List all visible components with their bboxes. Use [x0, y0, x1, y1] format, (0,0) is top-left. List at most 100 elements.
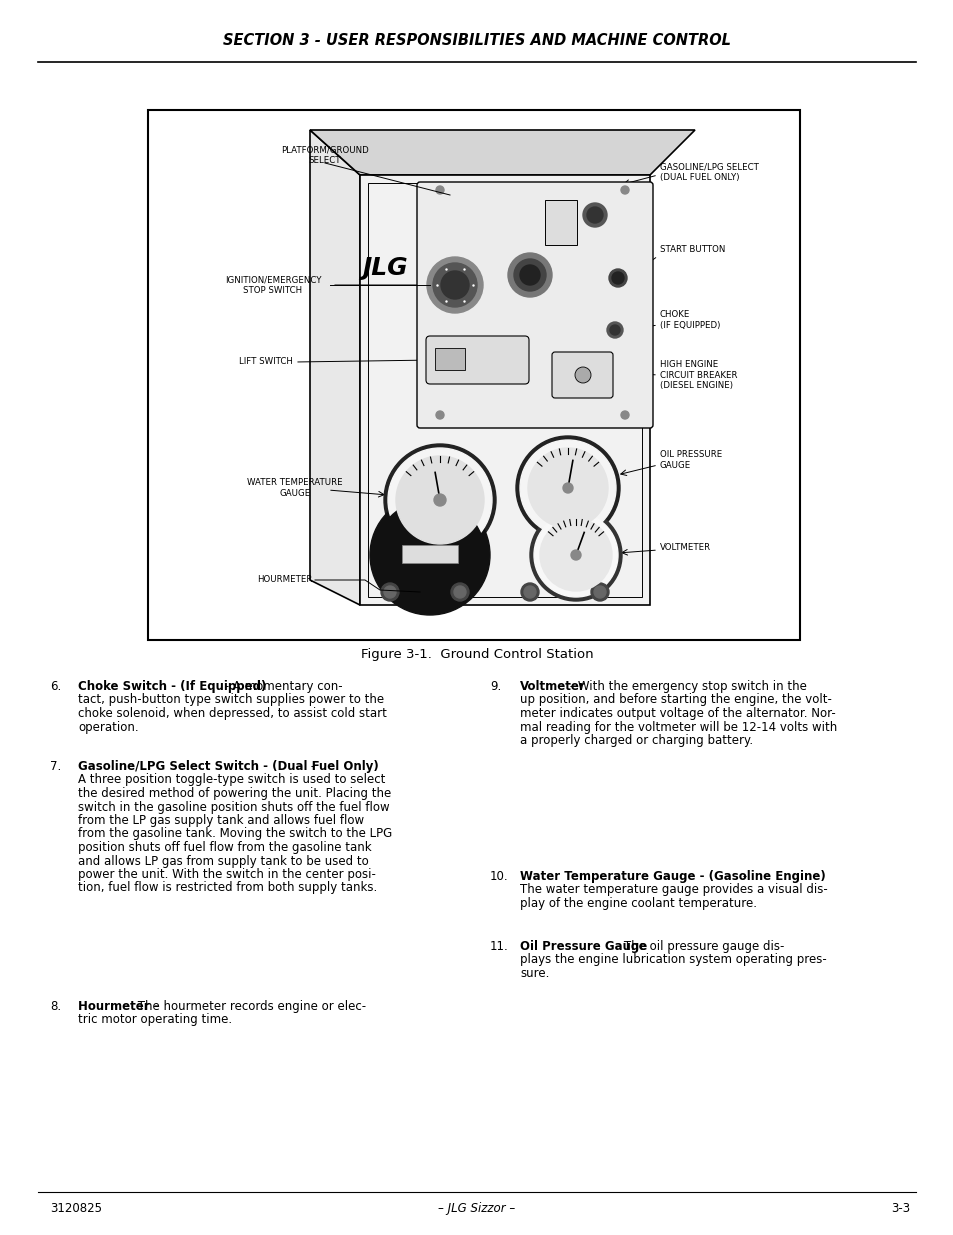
Text: 8.: 8. [50, 1000, 61, 1013]
Circle shape [608, 269, 626, 287]
Text: OIL PRESSURE
GAUGE: OIL PRESSURE GAUGE [659, 451, 721, 469]
Text: Oil Pressure Gauge: Oil Pressure Gauge [519, 940, 646, 953]
Text: - The oil pressure gauge dis-: - The oil pressure gauge dis- [611, 940, 783, 953]
Text: LIFT SWITCH: LIFT SWITCH [239, 357, 293, 367]
Bar [401, 545, 457, 563]
Bar [544, 200, 577, 245]
Text: 25e4l: 25e4l [562, 473, 577, 478]
Circle shape [519, 440, 616, 536]
Circle shape [436, 186, 443, 194]
Text: PLATFORM/GROUND
SELECT: PLATFORM/GROUND SELECT [281, 146, 369, 164]
Circle shape [562, 483, 573, 493]
Circle shape [384, 445, 496, 556]
Bar [148, 110, 800, 640]
Text: - A momentary con-: - A momentary con- [220, 680, 342, 693]
FancyBboxPatch shape [426, 336, 529, 384]
Text: 3-3: 3-3 [890, 1202, 909, 1215]
Circle shape [620, 411, 628, 419]
Text: up position, and before starting the engine, the volt-: up position, and before starting the eng… [519, 694, 831, 706]
Text: START BUTTON: START BUTTON [659, 246, 724, 254]
Circle shape [514, 259, 545, 291]
Circle shape [612, 272, 623, 284]
Text: tact, push-button type switch supplies power to the: tact, push-button type switch supplies p… [78, 694, 384, 706]
Circle shape [523, 585, 536, 598]
Text: CHOKE
(IF EQUIPPED): CHOKE (IF EQUIPPED) [659, 310, 720, 330]
Text: mal reading for the voltmeter will be 12-14 volts with: mal reading for the voltmeter will be 12… [519, 720, 837, 734]
Text: play of the engine coolant temperature.: play of the engine coolant temperature. [519, 897, 757, 910]
Circle shape [527, 448, 607, 529]
Circle shape [606, 322, 622, 338]
Text: Water Temperature Gauge - (Gasoline Engine): Water Temperature Gauge - (Gasoline Engi… [519, 869, 825, 883]
Text: 000000: 000000 [416, 551, 443, 557]
Circle shape [516, 436, 619, 540]
FancyBboxPatch shape [552, 352, 613, 398]
Text: Figure 3-1.  Ground Control Station: Figure 3-1. Ground Control Station [360, 648, 593, 661]
Text: 9.: 9. [490, 680, 500, 693]
Circle shape [534, 513, 618, 597]
Text: power the unit. With the switch in the center posi-: power the unit. With the switch in the c… [78, 868, 375, 881]
Text: The water temperature gauge provides a visual dis-: The water temperature gauge provides a v… [519, 883, 827, 897]
Circle shape [620, 186, 628, 194]
Text: SECTION 3 - USER RESPONSIBILITIES AND MACHINE CONTROL: SECTION 3 - USER RESPONSIBILITIES AND MA… [223, 33, 730, 48]
Text: a properly charged or charging battery.: a properly charged or charging battery. [519, 734, 752, 747]
Circle shape [395, 456, 483, 543]
Text: tric motor operating time.: tric motor operating time. [78, 1014, 232, 1026]
Circle shape [519, 266, 539, 285]
Text: Choke Switch - (If Equipped): Choke Switch - (If Equipped) [78, 680, 266, 693]
Text: Voltmeter: Voltmeter [519, 680, 585, 693]
Circle shape [539, 519, 612, 592]
Text: JLG: JLG [362, 256, 407, 280]
Bar [368, 183, 641, 597]
Circle shape [571, 550, 580, 559]
Text: VOLTMETER: VOLTMETER [659, 543, 710, 552]
Text: the desired method of powering the unit. Placing the: the desired method of powering the unit.… [78, 787, 391, 800]
Text: HIGH ENGINE
CIRCUIT BREAKER
(DIESEL ENGINE): HIGH ENGINE CIRCUIT BREAKER (DIESEL ENGI… [659, 361, 737, 390]
Text: and allows LP gas from supply tank to be used to: and allows LP gas from supply tank to be… [78, 855, 369, 867]
Polygon shape [310, 130, 359, 605]
Text: switch in the gasoline position shuts off the fuel flow: switch in the gasoline position shuts of… [78, 800, 389, 814]
Circle shape [388, 448, 492, 552]
Text: from the LP gas supply tank and allows fuel flow: from the LP gas supply tank and allows f… [78, 814, 364, 827]
Circle shape [427, 257, 482, 312]
Circle shape [520, 583, 538, 601]
Circle shape [384, 585, 395, 598]
Circle shape [454, 585, 465, 598]
Text: 6.: 6. [50, 680, 61, 693]
Text: GASOLINE/LPG SELECT
(DUAL FUEL ONLY): GASOLINE/LPG SELECT (DUAL FUEL ONLY) [659, 162, 758, 182]
Circle shape [582, 203, 606, 227]
Text: – JLG Sizzor –: – JLG Sizzor – [438, 1202, 515, 1215]
Text: choke solenoid, when depressed, to assist cold start: choke solenoid, when depressed, to assis… [78, 706, 387, 720]
Text: tion, fuel flow is restricted from both supply tanks.: tion, fuel flow is restricted from both … [78, 882, 376, 894]
Circle shape [530, 509, 621, 601]
Circle shape [440, 270, 469, 299]
Circle shape [507, 253, 552, 296]
Text: Gasoline/LPG Select Switch - (Dual Fuel Only): Gasoline/LPG Select Switch - (Dual Fuel … [78, 760, 378, 773]
Circle shape [451, 583, 469, 601]
Text: IGNITION/EMERGENCY
STOP SWITCH: IGNITION/EMERGENCY STOP SWITCH [225, 275, 321, 295]
Circle shape [575, 367, 590, 383]
Bar [359, 175, 649, 605]
Text: from the gasoline tank. Moving the switch to the LPG: from the gasoline tank. Moving the switc… [78, 827, 392, 841]
Bar [435, 348, 464, 370]
Text: 11.: 11. [490, 940, 508, 953]
Text: plays the engine lubrication system operating pres-: plays the engine lubrication system oper… [519, 953, 826, 967]
Text: operation.: operation. [78, 720, 138, 734]
Text: - With the emergency stop switch in the: - With the emergency stop switch in the [565, 680, 806, 693]
Text: sure.: sure. [519, 967, 549, 981]
Circle shape [433, 263, 476, 308]
Circle shape [609, 325, 619, 335]
Text: -: - [739, 869, 746, 883]
Circle shape [375, 500, 484, 610]
Circle shape [594, 585, 605, 598]
Polygon shape [310, 130, 695, 175]
Text: The hourmeter records engine or elec-: The hourmeter records engine or elec- [134, 1000, 366, 1013]
Circle shape [434, 494, 446, 506]
Text: position shuts off fuel flow from the gasoline tank: position shuts off fuel flow from the ga… [78, 841, 372, 853]
Text: Hourmeter -: Hourmeter - [78, 1000, 158, 1013]
Circle shape [586, 207, 602, 224]
Circle shape [370, 495, 490, 615]
Text: -: - [307, 760, 315, 773]
Text: WATER TEMPERATURE
GAUGE: WATER TEMPERATURE GAUGE [247, 478, 342, 498]
Text: AL 40125: AL 40125 [416, 564, 442, 569]
Circle shape [436, 411, 443, 419]
